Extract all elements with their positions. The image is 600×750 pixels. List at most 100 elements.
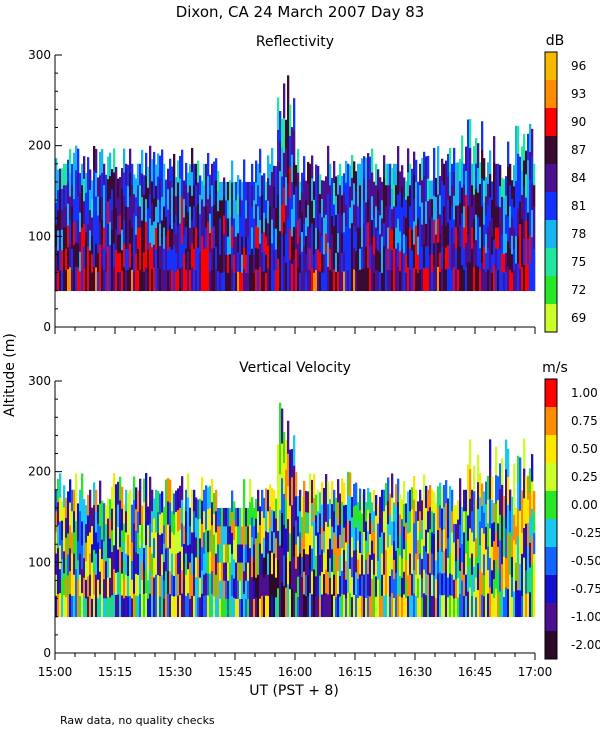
heatmap-cell: [413, 244, 416, 268]
heatmap-cell: [55, 202, 58, 225]
heatmap-cell: [501, 177, 504, 197]
heatmap-cell: [531, 562, 534, 590]
heatmap-cell: [333, 161, 336, 183]
heatmap-cell: [229, 198, 232, 218]
heatmap-cell: [357, 540, 360, 560]
heatmap-cell: [113, 148, 116, 173]
heatmap-cell: [457, 183, 460, 206]
heatmap-cell: [423, 198, 426, 222]
heatmap-cell: [123, 219, 126, 244]
heatmap-cell: [523, 468, 526, 499]
heatmap-cell: [213, 493, 216, 514]
heatmap-cell: [163, 163, 166, 186]
heatmap-cell: [299, 574, 302, 596]
heatmap-cell: [267, 574, 270, 596]
heatmap-cell: [109, 557, 112, 578]
heatmap-cell: [107, 245, 110, 269]
heatmap-cell: [415, 159, 418, 182]
heatmap-cell: [509, 248, 512, 270]
heatmap-cell: [109, 175, 112, 200]
heatmap-cell: [135, 234, 138, 254]
heatmap-cell: [459, 246, 462, 270]
heatmap-cell: [433, 512, 436, 534]
heatmap-cell: [465, 574, 468, 596]
heatmap-cell: [401, 207, 404, 229]
heatmap-cell: [259, 561, 262, 581]
heatmap-cell: [113, 497, 116, 522]
heatmap-cell: [79, 553, 82, 575]
heatmap-cell: [213, 226, 216, 248]
heatmap-cell: [59, 250, 62, 271]
heatmap-cell: [477, 266, 480, 292]
colorbar-swatch: [545, 220, 557, 249]
heatmap-cell: [423, 498, 426, 523]
heatmap-cell: [167, 270, 170, 292]
heatmap-cell: [351, 245, 354, 269]
heatmap-cell: [417, 218, 420, 237]
heatmap-cell: [195, 184, 198, 207]
heatmap-cell: [495, 227, 498, 249]
heatmap-cell: [69, 196, 72, 221]
heatmap-cell: [135, 178, 138, 198]
heatmap-cell: [487, 162, 490, 185]
heatmap-cell: [71, 510, 74, 533]
heatmap-cell: [125, 532, 128, 554]
heatmap-cell: [213, 247, 216, 270]
heatmap-cell: [143, 547, 146, 571]
x-tick-label: 16:45: [458, 665, 493, 679]
heatmap-cell: [181, 523, 184, 547]
heatmap-cell: [435, 597, 438, 618]
heatmap-cell: [375, 269, 378, 292]
heatmap-cell: [177, 182, 180, 205]
heatmap-cell: [247, 526, 250, 545]
heatmap-cell: [187, 192, 190, 213]
heatmap-cell: [499, 540, 502, 566]
heatmap-cell: [137, 184, 140, 207]
heatmap-cell: [357, 521, 360, 541]
heatmap-cell: [421, 224, 424, 247]
heatmap-cell: [171, 510, 174, 533]
heatmap-cell: [425, 223, 428, 247]
heatmap-cell: [201, 570, 204, 594]
heatmap-cell: [155, 164, 158, 186]
heatmap-cell: [111, 169, 114, 190]
heatmap-cell: [469, 439, 472, 470]
heatmap-cell: [99, 267, 102, 292]
heatmap-cell: [211, 570, 214, 595]
heatmap-cell: [235, 580, 238, 599]
y-tick-label: 200: [28, 465, 51, 479]
heatmap-cell: [497, 523, 500, 547]
heatmap-cell: [347, 227, 350, 249]
heatmap-cell: [269, 248, 272, 270]
heatmap-cell: [77, 243, 80, 268]
heatmap-cell: [469, 233, 472, 263]
heatmap-cell: [377, 189, 380, 211]
heatmap-cell: [529, 468, 532, 494]
heatmap-cell: [291, 476, 294, 506]
heatmap-cell: [367, 573, 370, 596]
heatmap-cell: [55, 246, 58, 269]
heatmap-cell: [491, 593, 494, 618]
heatmap-cell: [359, 163, 362, 186]
heatmap-cell: [145, 592, 148, 618]
heatmap-cell: [443, 528, 446, 552]
y-tick-label: 300: [28, 374, 51, 388]
heatmap-cell: [121, 270, 124, 292]
heatmap-cell: [243, 479, 246, 503]
heatmap-cell: [341, 214, 344, 234]
heatmap-cell: [495, 560, 498, 589]
heatmap-cell: [531, 182, 534, 211]
heatmap-cell: [453, 504, 456, 524]
heatmap-cell: [371, 172, 374, 197]
heatmap-cell: [127, 248, 130, 271]
heatmap-cell: [397, 570, 400, 595]
heatmap-cell: [69, 172, 72, 197]
heatmap-cell: [435, 177, 438, 198]
heatmap-cell: [265, 236, 268, 255]
heatmap-cell: [107, 156, 110, 180]
heatmap-cell: [345, 182, 348, 205]
heatmap-cell: [219, 562, 222, 581]
heatmap-cell: [365, 202, 368, 225]
heatmap-cell: [427, 532, 430, 554]
heatmap-cell: [287, 420, 290, 454]
